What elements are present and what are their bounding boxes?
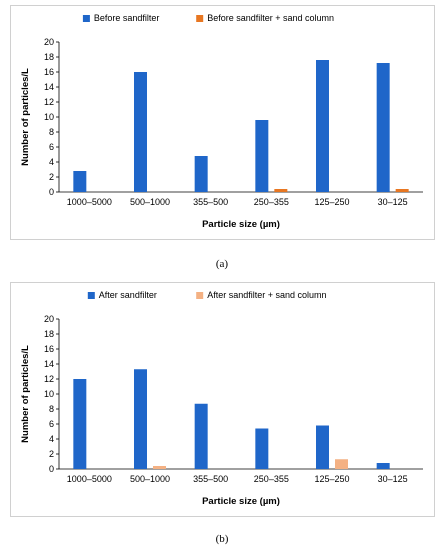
y-tick-label: 8 (49, 127, 54, 137)
x-tick-label: 250–355 (254, 197, 289, 207)
chart-b: After sandfilter After sandfilter + sand … (20, 290, 423, 507)
bar-primary-0 (73, 379, 87, 469)
y-tick-label: 18 (44, 52, 54, 62)
bar-secondary-3 (274, 189, 288, 192)
bar-primary-3 (255, 120, 269, 192)
legend-label-1: After sandfilter + sand column (207, 290, 326, 300)
y-tick-label: 10 (44, 112, 54, 122)
y-tick-label: 18 (44, 329, 54, 339)
y-axis-title: Number of particles/L (20, 68, 31, 166)
chart-panel-a: Before sandfilter Before sandfilter + san… (10, 5, 435, 240)
x-tick-label: 250–355 (254, 474, 289, 484)
y-tick-label: 20 (44, 37, 54, 47)
panel-label-a: (a) (215, 258, 229, 270)
y-tick-label: 16 (44, 344, 54, 354)
chart-panel-b: After sandfilter After sandfilter + sand … (10, 282, 435, 517)
x-tick-label: 500–1000 (130, 197, 170, 207)
bar-primary-0 (73, 171, 87, 192)
legend-swatch-1 (196, 292, 204, 299)
y-axis-title: Number of particles/L (20, 345, 31, 443)
y-tick-label: 20 (44, 314, 54, 324)
y-tick-label: 2 (49, 172, 54, 182)
bar-primary-5 (376, 63, 390, 192)
bar-primary-3 (255, 428, 269, 469)
legend-swatch-1 (196, 15, 204, 22)
y-tick-label: 10 (44, 389, 54, 399)
x-axis-title: Particle size (µm) (202, 219, 280, 230)
y-tick-label: 2 (49, 449, 54, 459)
y-tick-label: 12 (44, 97, 54, 107)
bar-secondary-4 (335, 459, 348, 469)
y-tick-label: 6 (49, 142, 54, 152)
y-tick-label: 0 (49, 187, 54, 197)
y-tick-label: 4 (49, 434, 54, 444)
bar-primary-1 (134, 72, 147, 192)
x-tick-label: 1000–5000 (67, 197, 112, 207)
legend-label-1: Before sandfilter + sand column (207, 13, 334, 23)
x-tick-label: 500–1000 (130, 474, 170, 484)
x-tick-label: 355–500 (193, 197, 228, 207)
y-tick-label: 8 (49, 404, 54, 414)
bar-primary-4 (316, 425, 329, 469)
y-tick-label: 0 (49, 464, 54, 474)
panel-label-b: (b) (215, 533, 229, 545)
y-tick-label: 14 (44, 82, 54, 92)
legend-label-0: Before sandfilter (94, 13, 160, 23)
bar-primary-2 (194, 156, 208, 192)
y-tick-label: 14 (44, 359, 54, 369)
legend-swatch-0 (87, 292, 95, 299)
x-tick-label: 125–250 (314, 197, 349, 207)
legend-swatch-0 (82, 15, 90, 22)
bar-secondary-5 (395, 189, 409, 192)
x-tick-label: 355–500 (193, 474, 228, 484)
y-tick-label: 16 (44, 67, 54, 77)
chart-a: Before sandfilter Before sandfilter + san… (20, 13, 423, 230)
x-tick-label: 30–125 (378, 197, 408, 207)
y-tick-label: 4 (49, 157, 54, 167)
bar-primary-2 (194, 403, 208, 469)
bar-secondary-1 (153, 466, 166, 469)
x-tick-label: 1000–5000 (67, 474, 112, 484)
y-tick-label: 12 (44, 374, 54, 384)
bar-primary-4 (316, 60, 329, 192)
x-tick-label: 125–250 (314, 474, 349, 484)
legend-label-0: After sandfilter (99, 290, 157, 300)
bar-primary-5 (376, 463, 390, 469)
x-axis-title: Particle size (µm) (202, 496, 280, 507)
x-tick-label: 30–125 (378, 474, 408, 484)
y-tick-label: 6 (49, 419, 54, 429)
bar-primary-1 (134, 369, 147, 469)
